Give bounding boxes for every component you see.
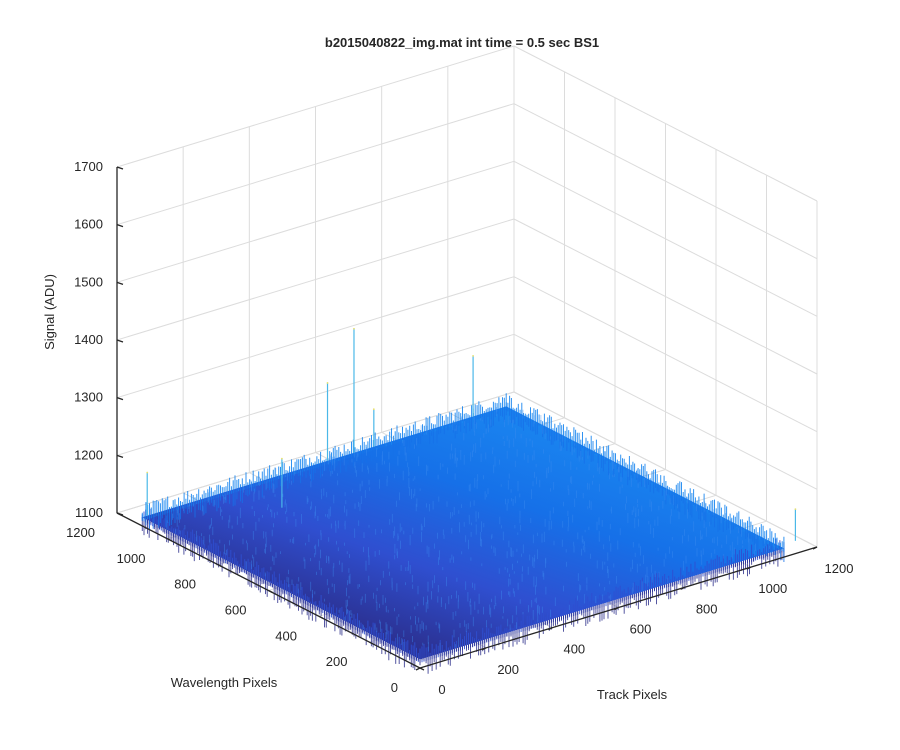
surface-fringe: [419, 548, 785, 674]
grid-line: [116, 333, 515, 456]
z-tick: [116, 397, 124, 401]
surface-plane: [142, 406, 784, 660]
z-tick: [116, 454, 124, 458]
y-tick: [369, 641, 374, 645]
z-axis-label: Signal (ADU): [42, 274, 57, 350]
axes: [116, 166, 818, 671]
surface-fringe: [505, 406, 785, 562]
z-tick: [116, 339, 124, 343]
z-tick-label: 1400: [74, 332, 103, 347]
y-tick-label: 0: [391, 680, 398, 695]
grid-line: [513, 103, 818, 260]
grid-line: [116, 45, 515, 168]
y-axis-label: Wavelength Pixels: [171, 675, 278, 690]
spike-tip: [326, 382, 329, 384]
y-tick: [318, 615, 324, 619]
grid-line: [116, 160, 515, 283]
y-tick: [419, 667, 425, 671]
x-tick: [415, 667, 421, 671]
z-tick: [116, 224, 124, 228]
grid-line: [513, 276, 818, 433]
surface-texture: [166, 407, 776, 652]
y-tick: [268, 589, 273, 594]
tick-labels: 0 200 400 600 800 1000 1200 0 200 400 600 800 1000 12…: [66, 159, 853, 697]
x-tick-label: 0: [438, 682, 445, 697]
z-tick-label: 1100: [75, 505, 103, 520]
x-tick-label: 1200: [825, 561, 854, 576]
spike-tip: [281, 457, 283, 460]
grid-line: [116, 391, 515, 514]
y-tick-label: 800: [174, 577, 196, 592]
x-tick-label: 200: [497, 662, 519, 677]
spike-tip: [353, 327, 355, 330]
z-tick-label: 1600: [74, 217, 103, 232]
x-axis-label: Track Pixels: [597, 687, 668, 702]
grid-line: [513, 160, 818, 317]
chart-title: b2015040822_img.mat int time = 0.5 sec B…: [325, 35, 599, 50]
x-tick: [812, 546, 818, 550]
x-tick-label: 800: [696, 601, 718, 616]
x-tick: [614, 606, 619, 611]
spike-tip: [794, 508, 797, 510]
y-tick: [217, 564, 223, 568]
grid-line: [513, 45, 818, 202]
z-tick: [116, 512, 124, 516]
x-tick-label: 400: [563, 642, 585, 657]
grid-line: [513, 218, 818, 375]
x-tick: [481, 647, 487, 651]
y-tick-label: 1000: [117, 551, 146, 566]
x-tick: [548, 627, 553, 631]
surface: [141, 393, 785, 674]
grid-line: [116, 276, 515, 399]
spike-tip: [472, 354, 474, 357]
grid-line: [513, 333, 818, 490]
grid-line: [116, 103, 515, 226]
grid-line: [116, 218, 515, 341]
y-tick: [167, 538, 172, 542]
x-tick: [746, 566, 752, 570]
spikes: [146, 327, 797, 541]
z-tick: [116, 166, 124, 170]
z-tick-label: 1500: [74, 274, 103, 289]
x-tick-label: 600: [630, 622, 652, 637]
y-tick-label: 200: [326, 654, 348, 669]
spike-tip: [372, 408, 375, 411]
z-tick-label: 1700: [74, 159, 103, 174]
y-tick-label: 400: [275, 628, 297, 643]
z-tick-label: 1300: [74, 390, 103, 405]
x-tick: [680, 586, 685, 590]
x-tick-label: 1000: [758, 581, 787, 596]
y-tick-label: 1200: [66, 525, 95, 540]
y-tick-label: 600: [225, 603, 247, 618]
z-tick-label: 1200: [74, 447, 103, 462]
z-tick: [116, 281, 124, 285]
spike-tip: [146, 471, 149, 474]
